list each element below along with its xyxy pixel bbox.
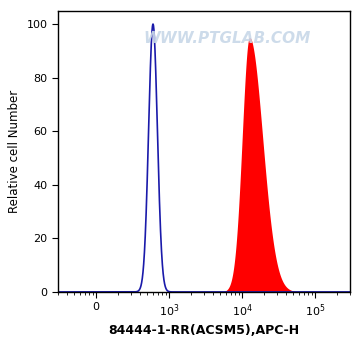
X-axis label: 84444-1-RR(ACSM5),APC-H: 84444-1-RR(ACSM5),APC-H [108,324,300,337]
Text: WWW.PTGLAB.COM: WWW.PTGLAB.COM [144,31,311,46]
Y-axis label: Relative cell Number: Relative cell Number [8,90,21,213]
